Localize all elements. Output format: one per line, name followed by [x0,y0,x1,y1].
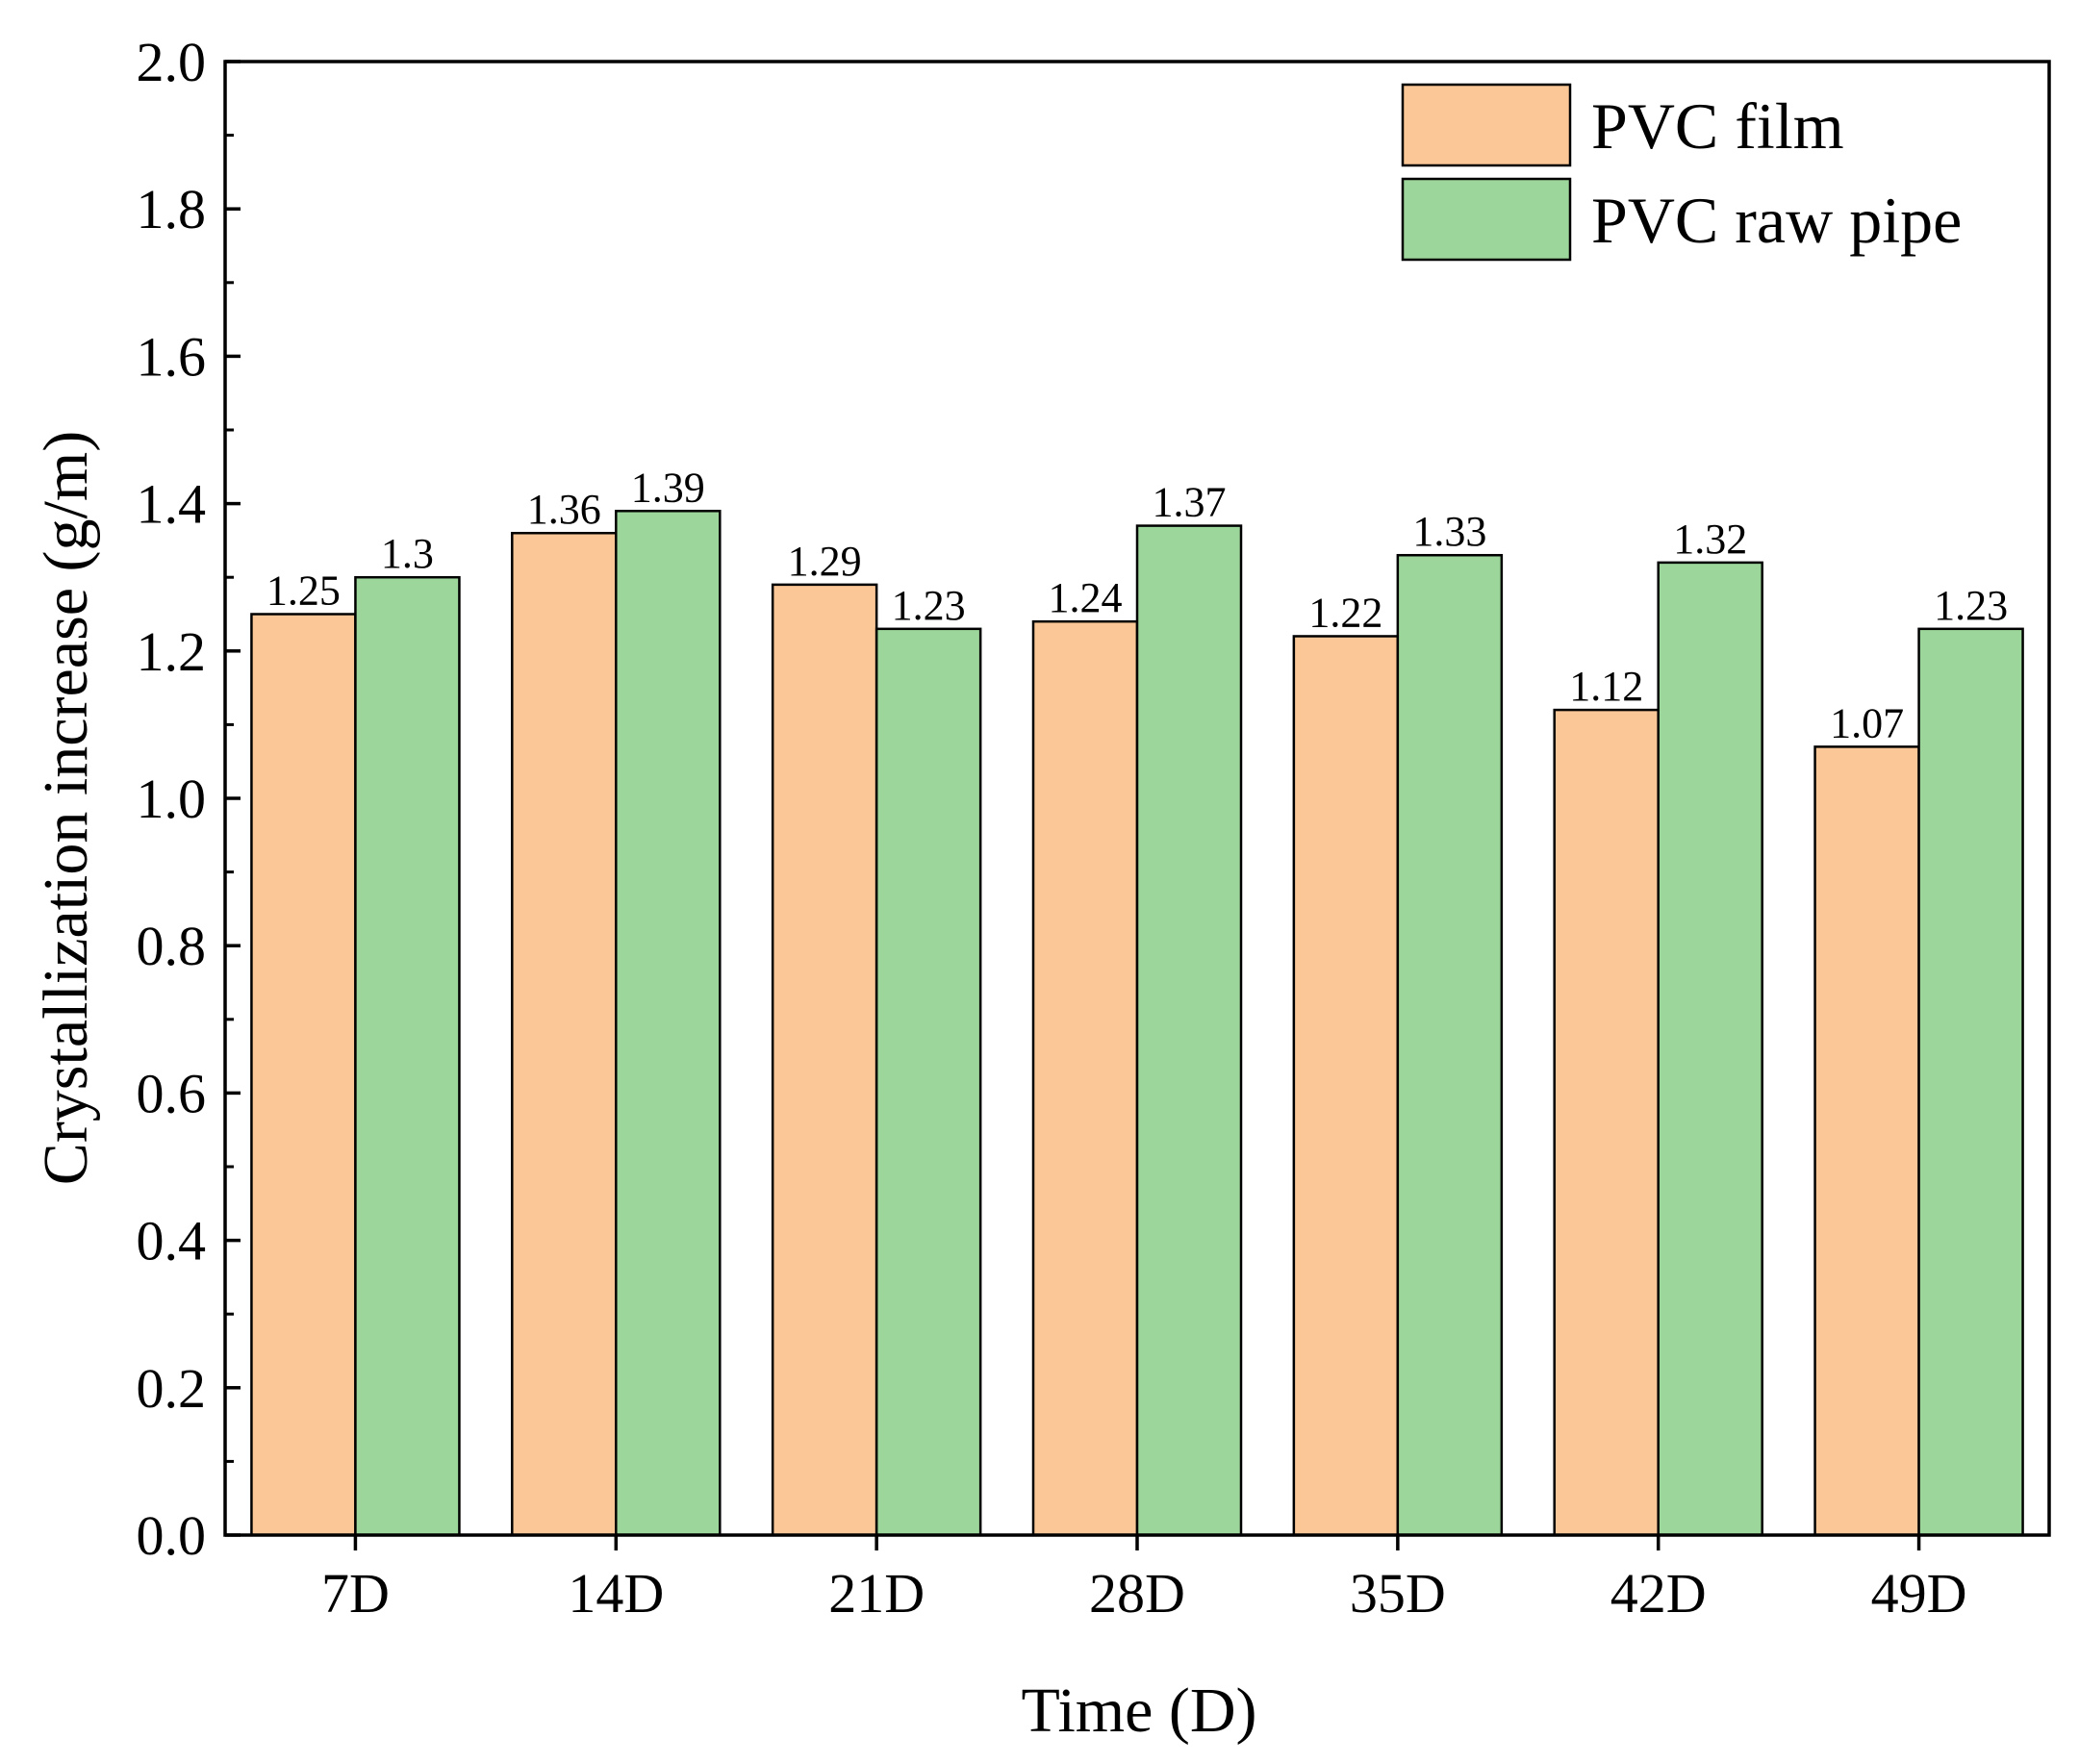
axes-layer: 0.0 0.2 0.4 0.6 0.8 1.0 1.2 1.4 1.6 1.8 2.0 7D 14D 21… [137,31,2051,1625]
data-label: 1.3 [381,530,434,577]
legend-label-pvc-film: PVC film [1591,89,1844,163]
bar-pvc-raw-pipe-28d [1135,524,1243,1537]
data-label: 1.22 [1308,589,1382,636]
bar-pvc-film-35d [1292,635,1400,1537]
data-labels-layer: 1.25 1.36 1.29 1.24 1.22 1.12 1.07 1.3 1.39 1.23 1… [266,464,2008,746]
bar-pvc-raw-pipe-7d [354,575,461,1537]
y-tick-label: 0.2 [137,1357,207,1420]
legend-swatch-pvc-film [1401,83,1572,167]
data-label: 1.24 [1049,574,1123,621]
x-tick-label: 7D [321,1562,390,1625]
legend-label-pvc-raw-pipe: PVC raw pipe [1591,184,1962,257]
y-tick-label: 0.0 [137,1504,207,1567]
data-label: 1.23 [1934,582,2008,629]
y-tick-label: 1.2 [137,620,207,683]
x-tick-label: 28D [1089,1562,1185,1625]
bar-pvc-film-28d [1031,619,1139,1537]
data-label: 1.25 [266,567,341,615]
x-tick-label: 35D [1350,1562,1446,1625]
x-axis-title: Time (D) [1021,1676,1256,1746]
y-tick-label: 1.4 [137,473,207,536]
y-tick-label: 2.0 [137,31,207,93]
bar-pvc-raw-pipe-14d [615,510,722,1537]
x-tick-label: 21D [828,1562,925,1625]
bar-pvc-film-7d [250,613,357,1537]
y-tick-label: 0.6 [137,1062,207,1124]
x-tick-label: 49D [1871,1562,1967,1625]
y-tick-label: 0.4 [137,1210,207,1273]
bar-pvc-film-14d [511,531,618,1537]
bar-pvc-film-21d [771,583,878,1537]
x-tick-label: 42D [1610,1562,1707,1625]
data-label: 1.29 [788,538,862,585]
legend: PVC film PVC raw pipe [1401,83,1962,262]
data-label: 1.37 [1153,479,1227,526]
bar-pvc-raw-pipe-35d [1396,553,1504,1537]
bar-pvc-raw-pipe-42d [1657,561,1763,1537]
bars-layer [250,510,2024,1537]
y-tick-label: 1.0 [137,768,207,830]
bar-pvc-raw-pipe-49d [1917,627,2024,1537]
data-label: 1.32 [1673,516,1747,563]
y-tick-label: 1.8 [137,178,207,240]
y-axis-title: Crystallization increase (g/m) [31,431,101,1185]
x-tick-label: 14D [568,1562,664,1625]
bar-pvc-film-42d [1553,708,1660,1537]
data-label: 1.23 [892,582,966,629]
bar-pvc-film-49d [1813,745,1920,1537]
bar-pvc-raw-pipe-21d [875,627,982,1537]
data-label: 1.39 [631,464,705,511]
data-label: 1.07 [1830,699,1904,746]
legend-swatch-pvc-raw-pipe [1401,177,1572,262]
data-label: 1.33 [1412,508,1486,555]
data-label: 1.36 [527,486,601,533]
data-label: 1.12 [1569,663,1643,710]
y-tick-label: 0.8 [137,915,207,977]
y-tick-label: 1.6 [137,325,207,388]
